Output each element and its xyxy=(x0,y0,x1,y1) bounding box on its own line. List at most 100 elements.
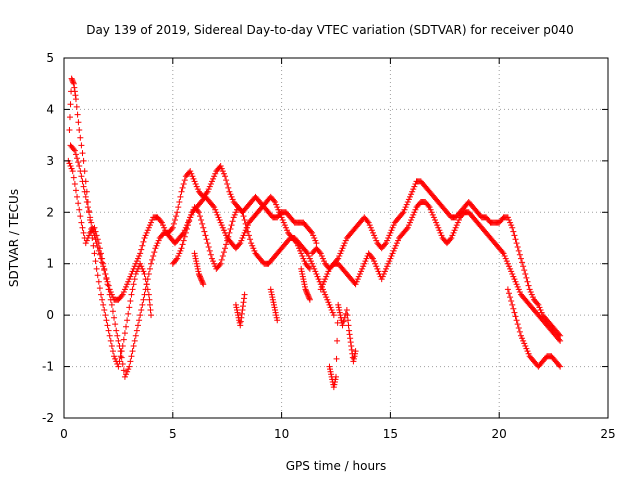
data-point xyxy=(217,163,224,169)
data-point-fill xyxy=(525,282,532,289)
data-point-fill xyxy=(150,253,157,259)
data-point-fill xyxy=(240,232,247,239)
data-point-fill xyxy=(335,304,342,311)
data-point-fill xyxy=(428,209,435,216)
data-point-fill xyxy=(516,328,523,335)
data-point-fill xyxy=(141,291,148,298)
data-point-fill xyxy=(188,170,195,177)
data-point-fill xyxy=(118,354,125,361)
data-point xyxy=(333,373,339,380)
data-point-fill xyxy=(145,271,152,277)
data-point-fill xyxy=(297,247,304,254)
data-point-fill xyxy=(436,227,443,234)
data-point-fill xyxy=(67,163,74,169)
data-point-fill xyxy=(520,263,527,270)
data-point-fill xyxy=(216,217,223,223)
data-point xyxy=(219,224,226,231)
data-point-fill xyxy=(536,304,543,311)
data-point xyxy=(272,199,279,205)
data-point-fill xyxy=(129,348,136,355)
data-point-fill xyxy=(319,255,326,262)
data-point xyxy=(322,291,329,298)
data-point-fill xyxy=(447,236,454,243)
data-point xyxy=(152,245,159,252)
data-point-fill xyxy=(75,200,82,207)
data-point-fill xyxy=(76,206,83,213)
data-point xyxy=(337,312,344,319)
y-tick-label: 5 xyxy=(46,51,54,65)
data-point-fill xyxy=(155,237,162,244)
data-point-fill xyxy=(238,314,245,321)
data-point xyxy=(141,235,148,241)
data-point-fill xyxy=(192,253,199,259)
data-point-fill xyxy=(206,247,213,254)
data-point-fill xyxy=(104,322,111,329)
data-point-fill xyxy=(511,232,518,239)
data-point-fill xyxy=(306,255,313,262)
data-point xyxy=(148,312,155,319)
data-point-fill xyxy=(384,237,391,244)
x-tick-label: 5 xyxy=(169,427,177,441)
data-point-fill xyxy=(67,101,74,108)
data-point-fill xyxy=(511,276,518,283)
data-point-fill xyxy=(390,222,397,229)
data-point-fill xyxy=(140,268,147,275)
data-point xyxy=(330,384,337,391)
data-point-fill xyxy=(70,79,77,86)
data-point xyxy=(513,281,520,288)
data-point xyxy=(409,214,416,221)
data-point-fill xyxy=(138,263,145,270)
data-point-fill xyxy=(207,251,214,258)
data-point-fill xyxy=(300,278,307,285)
data-point xyxy=(517,332,524,339)
data-point xyxy=(208,178,215,185)
data-point xyxy=(126,363,133,370)
data-point xyxy=(248,240,255,247)
data-point xyxy=(193,260,200,267)
data-point-fill xyxy=(556,336,563,343)
data-point-fill xyxy=(225,233,232,240)
data-point xyxy=(139,301,146,308)
data-point-fill xyxy=(392,242,399,249)
data-point-fill xyxy=(455,217,462,223)
data-point-fill xyxy=(192,255,199,262)
data-point-fill xyxy=(195,268,202,275)
data-point-fill xyxy=(321,289,328,295)
data-point-fill xyxy=(381,241,388,248)
data-point-fill xyxy=(72,92,79,99)
data-point-fill xyxy=(362,258,369,265)
data-point xyxy=(352,348,359,355)
data-point-fill xyxy=(84,235,91,241)
data-point-fill xyxy=(205,186,212,193)
data-point-fill xyxy=(137,312,144,319)
data-point-fill xyxy=(514,283,521,290)
data-point-fill xyxy=(303,249,310,256)
x-tick-label: 0 xyxy=(60,427,68,441)
data-point-fill xyxy=(433,219,440,226)
data-point xyxy=(374,265,381,272)
data-point xyxy=(335,301,342,308)
data-point-fill xyxy=(507,219,514,226)
data-point-fill xyxy=(367,224,374,231)
data-point xyxy=(504,214,511,221)
data-point xyxy=(557,337,564,344)
data-point-fill xyxy=(316,249,323,256)
data-point-fill xyxy=(371,258,378,265)
data-point-fill xyxy=(157,218,164,225)
data-point-fill xyxy=(270,299,277,306)
data-point-fill xyxy=(117,353,124,360)
data-point-fill xyxy=(314,273,321,280)
data-point xyxy=(137,250,144,257)
data-point-fill xyxy=(307,228,314,235)
data-point-fill xyxy=(307,258,314,265)
data-point-fill xyxy=(79,178,86,185)
data-point-fill xyxy=(342,237,349,244)
data-point xyxy=(130,343,137,349)
data-point-fill xyxy=(144,227,151,234)
data-point-fill xyxy=(556,362,563,369)
data-point-fill xyxy=(224,181,231,187)
data-point-fill xyxy=(312,237,319,244)
data-point xyxy=(217,260,224,267)
data-point xyxy=(241,291,248,298)
data-point xyxy=(145,224,152,231)
